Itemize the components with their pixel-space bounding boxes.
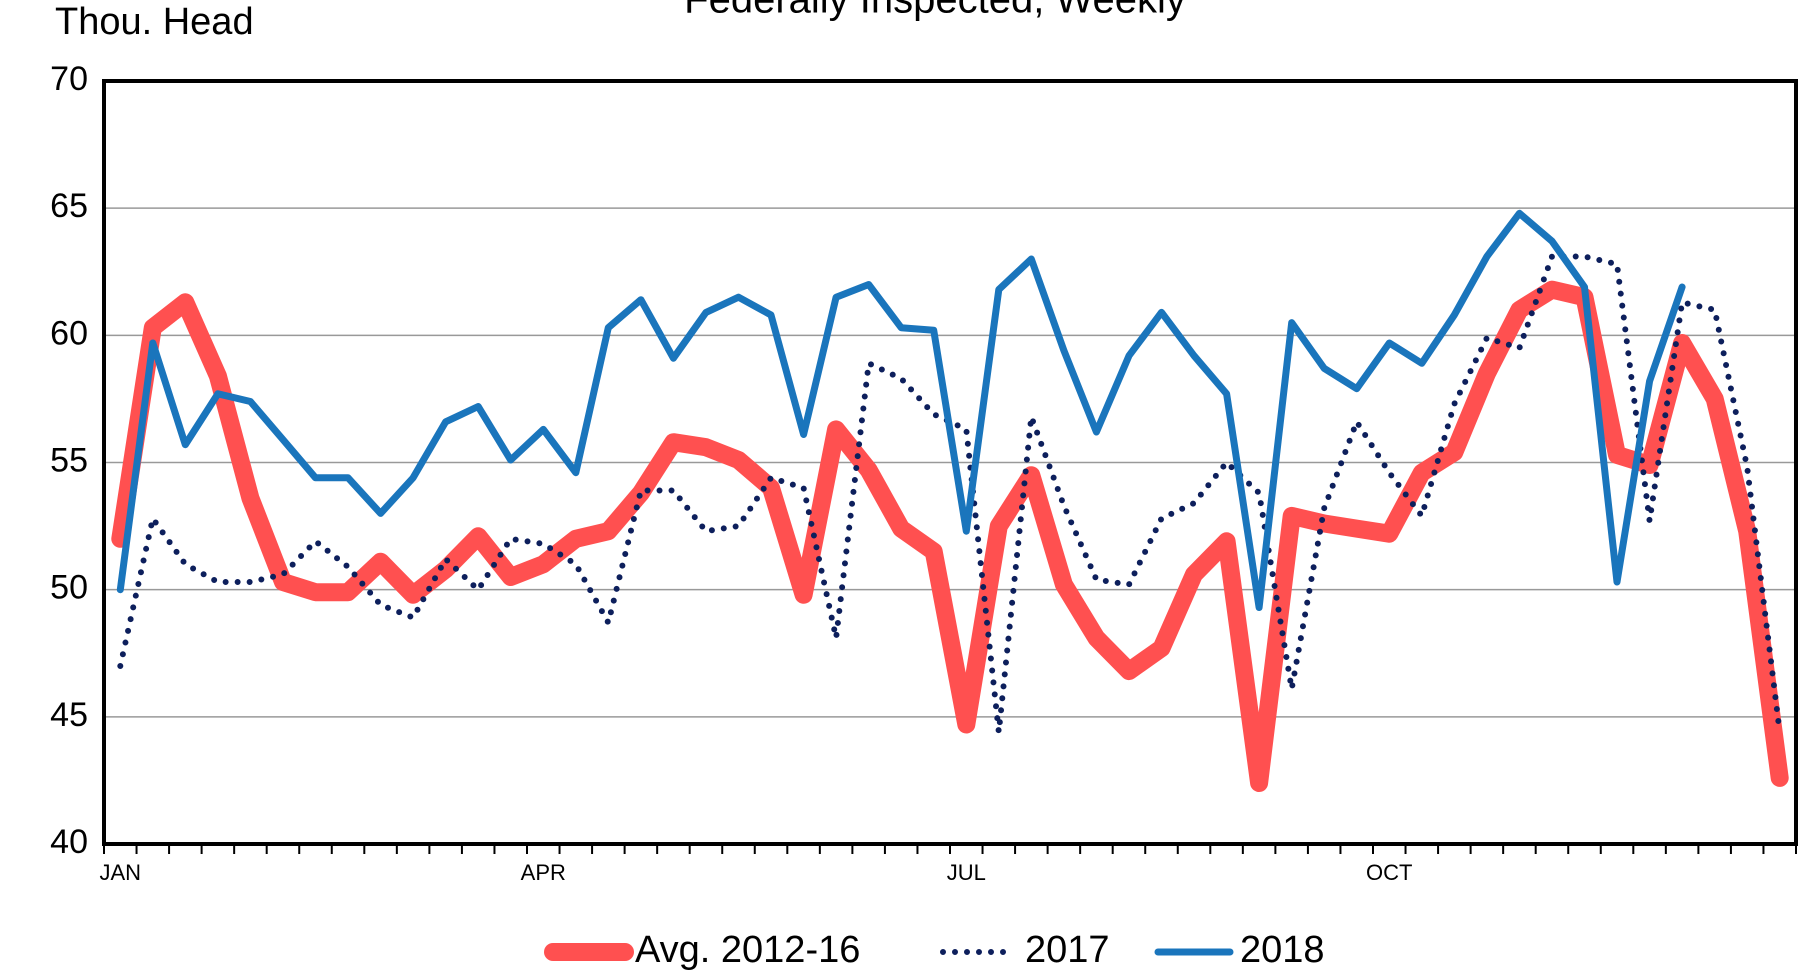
y-axis-label: Thou. Head — [55, 1, 254, 43]
legend-label: 2017 — [1025, 929, 1110, 971]
series-line — [111, 280, 1789, 792]
y-tick-label: 60 — [50, 314, 88, 352]
y-tick-label: 70 — [50, 60, 88, 98]
y-tick-label: 55 — [50, 441, 88, 479]
plot-frame — [102, 79, 1798, 846]
x-tick-label: APR — [521, 860, 566, 885]
y-tick-label: 50 — [50, 569, 88, 607]
legend-label: 2018 — [1240, 929, 1325, 971]
y-tick-label: 45 — [50, 696, 88, 734]
y-tick-label: 40 — [50, 823, 88, 861]
legend-label: Avg. 2012-16 — [635, 929, 860, 971]
series-line — [116, 209, 1686, 611]
chart-title: Federally Inspected, Weekly — [684, 0, 1186, 22]
y-tick-label: 65 — [50, 187, 88, 225]
x-tick-label: OCT — [1366, 860, 1412, 885]
x-tick-label: JAN — [99, 860, 141, 885]
series-line — [117, 253, 1783, 736]
x-tick-label: JUL — [947, 860, 986, 885]
